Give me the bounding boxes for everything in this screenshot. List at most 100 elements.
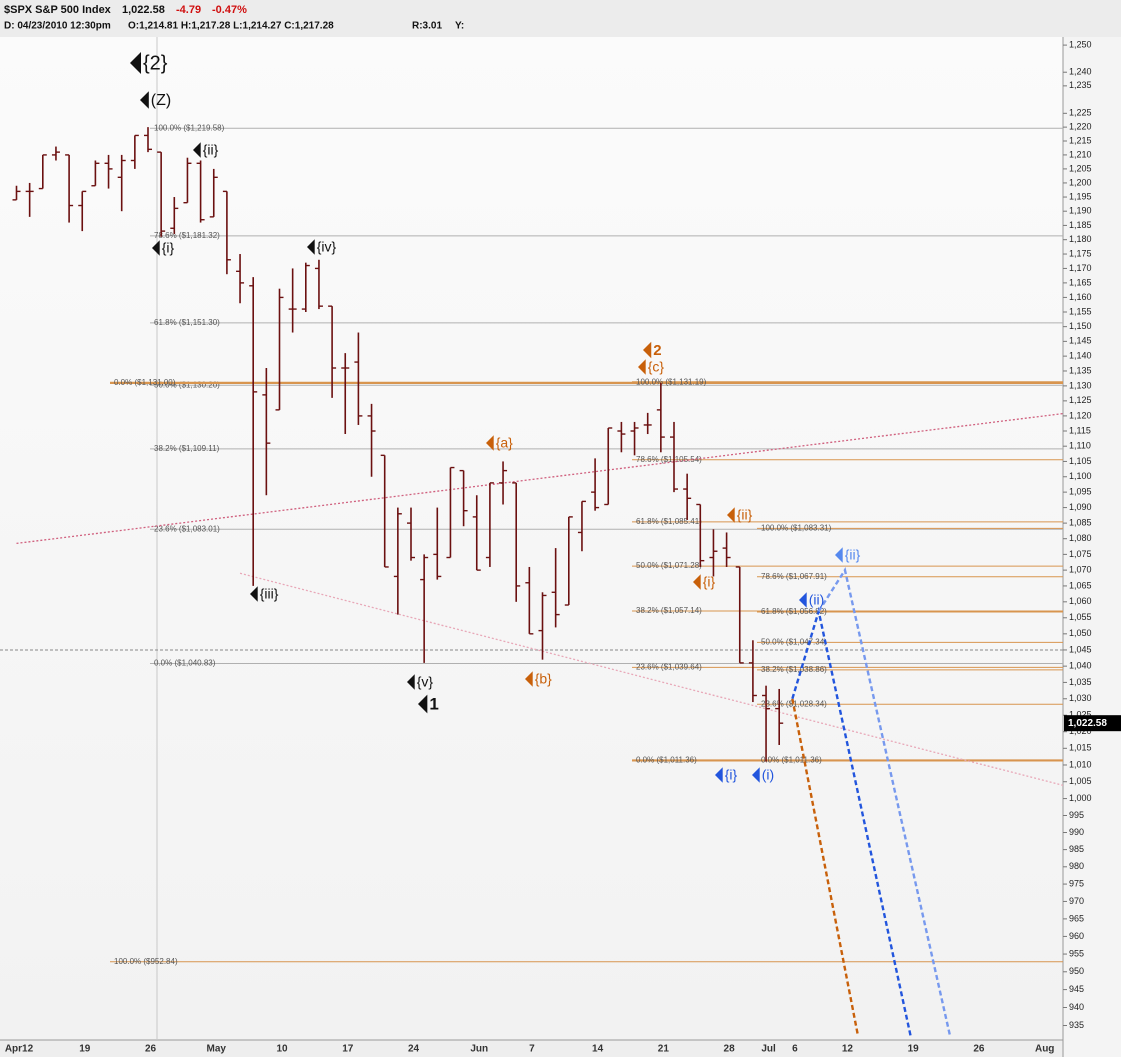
fib-label: 0.0% ($1,011.36) bbox=[761, 756, 822, 765]
wave-arrow bbox=[486, 435, 494, 451]
y-tick-label: 955 bbox=[1069, 948, 1084, 958]
wave-arrow bbox=[727, 507, 735, 523]
fib-label: 100.0% ($1,219.58) bbox=[154, 123, 225, 132]
y-tick-label: 970 bbox=[1069, 896, 1084, 906]
wave-label: {ii} bbox=[203, 142, 219, 158]
y-tick-label: 965 bbox=[1069, 913, 1084, 923]
y-tick-label: 990 bbox=[1069, 827, 1084, 837]
y-tick-label: 1,180 bbox=[1069, 234, 1092, 244]
wave-label: {i} bbox=[703, 574, 716, 590]
y-tick-label: 985 bbox=[1069, 844, 1084, 854]
wave-label: {a} bbox=[496, 435, 513, 451]
y-tick-label: 960 bbox=[1069, 931, 1084, 941]
wave-arrow bbox=[407, 674, 415, 690]
y-tick-label: 1,035 bbox=[1069, 677, 1092, 687]
wave-label: (Z) bbox=[151, 92, 171, 109]
fib-label: 0.0% ($1,131.00) bbox=[114, 378, 176, 387]
wave-label: {ii} bbox=[845, 547, 861, 563]
fib-label: 50.0% ($1,071.28) bbox=[636, 561, 702, 570]
x-tick-label: Apr12 bbox=[5, 1044, 34, 1055]
wave-arrow bbox=[152, 240, 160, 256]
wave-label: {ii} bbox=[737, 507, 753, 523]
y-tick-label: 1,100 bbox=[1069, 471, 1092, 481]
overlay: 935 940 945 950 955 960 965 970 975 980 985 990 995 1… bbox=[5, 39, 1121, 1055]
wave-arrow bbox=[525, 671, 533, 687]
bar-date: D: 04/23/2010 12:30pm bbox=[4, 21, 111, 32]
wave-arrow bbox=[418, 694, 428, 714]
y-tick-label: 980 bbox=[1069, 861, 1084, 871]
y-tick-label: 1,025 bbox=[1069, 710, 1092, 720]
y-tick-label: 1,000 bbox=[1069, 793, 1092, 803]
fib-label: 23.6% ($1,039.64) bbox=[636, 662, 702, 671]
wave-arrow bbox=[307, 239, 315, 255]
y-tick-label: 1,040 bbox=[1069, 661, 1092, 671]
x-tick-label: 14 bbox=[592, 1044, 604, 1055]
fib-label: 61.8% ($1,151.30) bbox=[154, 318, 220, 327]
y-tick-label: 1,110 bbox=[1069, 441, 1091, 451]
y-tick-label: 1,140 bbox=[1069, 351, 1092, 361]
y-tick-label: 1,170 bbox=[1069, 263, 1092, 273]
y-field: Y: bbox=[455, 21, 464, 32]
y-tick-label: 1,250 bbox=[1069, 39, 1092, 49]
y-tick-label: 1,105 bbox=[1069, 456, 1092, 466]
fib-label: 61.8% ($1,085.41) bbox=[636, 517, 702, 526]
x-tick-label: 21 bbox=[658, 1044, 670, 1055]
y-tick-label: 1,060 bbox=[1069, 596, 1092, 606]
y-tick-label: 1,210 bbox=[1069, 149, 1092, 159]
range: R:3.01 bbox=[412, 21, 442, 32]
y-tick-label: 1,080 bbox=[1069, 533, 1092, 543]
wave-arrow bbox=[130, 52, 141, 74]
x-tick-label: 12 bbox=[842, 1044, 854, 1055]
wave-label: (ii) bbox=[809, 592, 825, 608]
wave-arrow bbox=[693, 574, 701, 590]
y-tick-label: 1,165 bbox=[1069, 277, 1092, 287]
y-tick-label: 1,050 bbox=[1069, 628, 1092, 638]
wave-label: 1 bbox=[429, 694, 438, 713]
wave-arrow bbox=[799, 592, 807, 608]
y-tick-label: 1,220 bbox=[1069, 121, 1092, 131]
y-tick-label: 1,240 bbox=[1069, 67, 1092, 77]
wave-label: {c} bbox=[648, 359, 665, 375]
fib-label: 50.0% ($1,047.34) bbox=[761, 638, 827, 647]
fib-label: 23.6% ($1,028.34) bbox=[761, 699, 827, 708]
y-tick-label: 1,065 bbox=[1069, 580, 1092, 590]
y-tick-label: 995 bbox=[1069, 810, 1084, 820]
wave-arrow bbox=[643, 341, 652, 359]
y-tick-label: 1,095 bbox=[1069, 487, 1092, 497]
projection-line bbox=[817, 567, 952, 1037]
x-tick-label: 19 bbox=[908, 1044, 920, 1055]
wave-label: {i} bbox=[725, 767, 738, 783]
y-tick-label: 1,130 bbox=[1069, 380, 1092, 390]
y-tick-label: 1,160 bbox=[1069, 292, 1092, 302]
y-tick-label: 1,125 bbox=[1069, 395, 1092, 405]
plot-bg bbox=[0, 37, 1063, 1040]
wave-label: {v} bbox=[417, 674, 434, 690]
wave-arrow bbox=[835, 547, 843, 563]
y-tick-label: 1,215 bbox=[1069, 135, 1092, 145]
y-tick-label: 935 bbox=[1069, 1020, 1084, 1030]
symbol: $SPX S&P 500 Index bbox=[4, 4, 112, 16]
fib-label: 38.2% ($1,038.86) bbox=[761, 665, 827, 674]
plot: 100.0% ($1,219.58) 78.6% ($1,181.32) 61.8%… bbox=[0, 123, 1063, 1037]
x-tick-label: Jul bbox=[761, 1044, 776, 1055]
y-tick-label: 1,200 bbox=[1069, 177, 1092, 187]
y-axis-bg bbox=[1063, 37, 1121, 1057]
fib-label: 100.0% ($952.84) bbox=[114, 957, 178, 966]
last-price-box bbox=[1064, 715, 1121, 732]
wave-arrow bbox=[638, 359, 646, 375]
trend-line bbox=[239, 572, 1063, 787]
fib-label: 23.6% ($1,083.01) bbox=[154, 524, 220, 533]
wave-label: {iv} bbox=[317, 239, 337, 255]
last-price: 1,022.58 bbox=[122, 4, 165, 16]
x-tick-label: 7 bbox=[529, 1044, 535, 1055]
y-tick-label: 1,135 bbox=[1069, 365, 1092, 375]
wave-arrow bbox=[140, 91, 149, 109]
y-tick-label: 1,075 bbox=[1069, 549, 1092, 559]
wave-arrow bbox=[250, 586, 258, 602]
y-tick-label: 1,085 bbox=[1069, 517, 1092, 527]
fib-label: 100.0% ($1,131.19) bbox=[636, 377, 707, 386]
x-tick-label: May bbox=[207, 1044, 227, 1055]
x-tick-label: 24 bbox=[408, 1044, 420, 1055]
fib-label: 100.0% ($1,083.31) bbox=[761, 523, 832, 532]
trend-line bbox=[16, 412, 1063, 545]
